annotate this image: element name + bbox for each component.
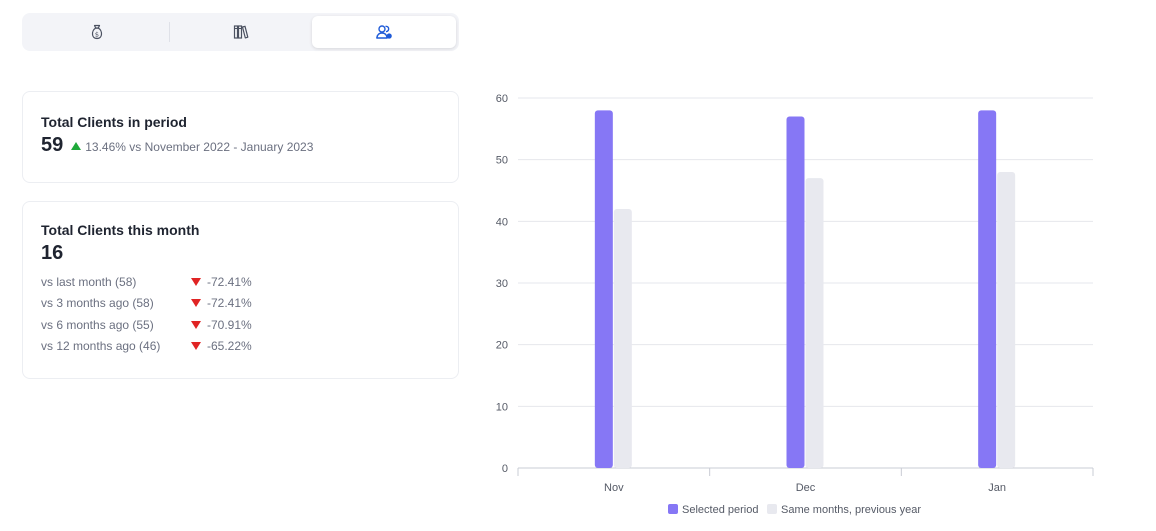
chart-canvas: 0 10 20 30 40 50 60 Nov Dec Jan Selected period Sam… [496, 93, 1094, 516]
comparison-label: vs 6 months ago (55) [41, 317, 154, 332]
x-tick-label: Nov [604, 482, 624, 494]
total-clients-period-card: Total Clients in period 59 13.46% vs Nov… [22, 91, 459, 183]
y-tick-label: 10 [496, 401, 508, 413]
total-clients-month-card: Total Clients this month 16 vs last mont… [22, 201, 459, 379]
comparison-label: vs 3 months ago (58) [41, 296, 154, 311]
bar-selected-period [978, 110, 997, 468]
bar-selected-period [786, 116, 805, 468]
legend-label: Selected period [682, 504, 758, 516]
money-bag-icon: $ [91, 24, 102, 40]
tab-revenue[interactable]: $ [25, 16, 169, 48]
comparison-change: -72.41% [207, 296, 252, 311]
y-tick-label: 0 [502, 463, 508, 475]
y-tick-label: 60 [496, 93, 508, 105]
comparison-row: vs 3 months ago (58) -72.41% [41, 293, 440, 315]
trend-down-icon [191, 342, 201, 351]
period-change-text: 13.46% vs November 2022 - January 2023 [85, 140, 314, 154]
month-clients-value: 16 [41, 242, 64, 264]
comparison-label: vs last month (58) [41, 274, 137, 289]
trend-up-icon [71, 142, 82, 150]
trend-down-icon [191, 320, 201, 329]
period-clients-value: 59 [41, 134, 64, 156]
y-tick-label: 40 [496, 216, 508, 228]
x-tick-label: Dec [796, 482, 816, 494]
bar-previous-year [997, 172, 1016, 468]
comparison-row: vs last month (58) -72.41% [41, 271, 440, 293]
y-tick-label: 20 [496, 340, 508, 352]
view-tabs: $ [22, 13, 459, 51]
bar-selected-period [594, 110, 613, 468]
trend-down-icon [191, 277, 201, 286]
clients-bar-chart: 0 10 20 30 40 50 60 Nov Dec Jan Selected period Sam… [480, 80, 1140, 525]
comparison-change: -65.22% [207, 339, 252, 354]
tab-clients[interactable] [312, 16, 457, 48]
bar-previous-year [805, 178, 824, 468]
comparison-change: -70.91% [207, 317, 252, 332]
bar-previous-year [613, 209, 632, 468]
y-tick-label: 30 [496, 278, 508, 290]
users-icon [376, 25, 392, 39]
trend-down-icon [191, 299, 201, 308]
comparison-row: vs 12 months ago (46) -65.22% [41, 336, 440, 358]
tab-services[interactable] [168, 16, 313, 48]
legend-swatch-selected [668, 504, 678, 514]
y-tick-label: 50 [496, 155, 508, 167]
legend-swatch-previous [767, 504, 777, 514]
period-card-title: Total Clients in period [41, 114, 187, 130]
x-tick-label: Jan [988, 482, 1006, 494]
comparison-change: -72.41% [207, 274, 252, 289]
comparison-label: vs 12 months ago (46) [41, 339, 161, 354]
legend-label: Same months, previous year [781, 504, 921, 516]
svg-text:$: $ [95, 30, 99, 38]
month-card-title: Total Clients this month [41, 222, 200, 238]
comparison-row: vs 6 months ago (55) -70.91% [41, 314, 440, 336]
books-icon [233, 25, 248, 39]
